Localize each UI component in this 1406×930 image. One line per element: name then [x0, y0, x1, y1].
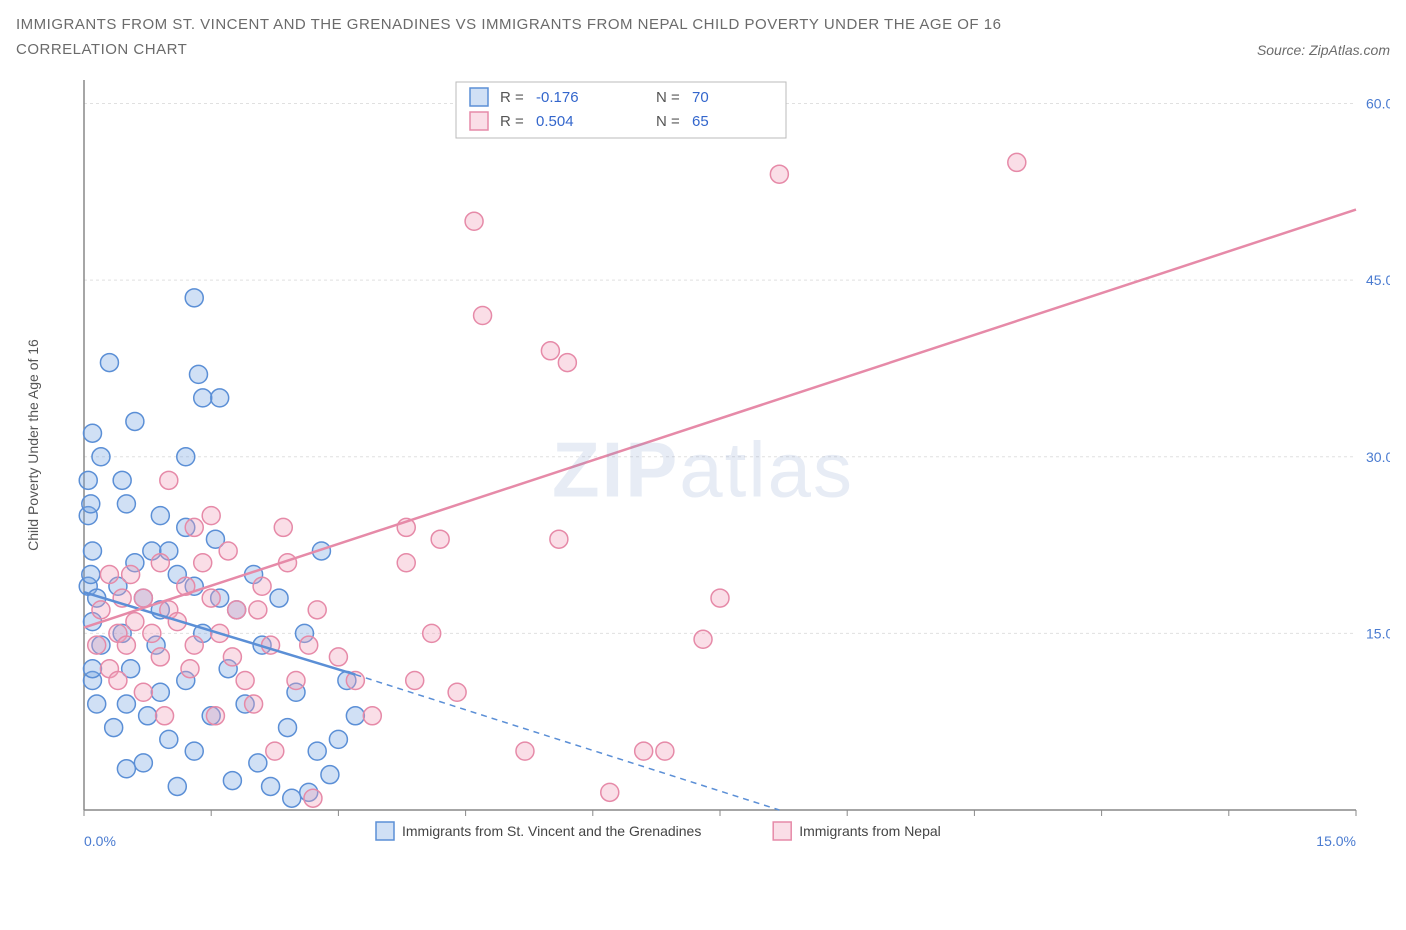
svg-text:15.0%: 15.0% [1316, 833, 1356, 849]
svg-text:15.0%: 15.0% [1366, 625, 1390, 641]
svg-text:Immigrants from St. Vincent an: Immigrants from St. Vincent and the Gren… [402, 823, 701, 839]
svg-text:60.0%: 60.0% [1366, 96, 1390, 112]
svg-text:R =: R = [500, 113, 524, 130]
chart-title: IMMIGRANTS FROM ST. VINCENT AND THE GREN… [16, 16, 1390, 33]
svg-text:30.0%: 30.0% [1366, 449, 1390, 465]
subtitle-row: CORRELATION CHART Source: ZipAtlas.com [16, 41, 1390, 58]
svg-text:Child Poverty Under the Age of: Child Poverty Under the Age of 16 [25, 339, 41, 551]
svg-text:Immigrants from Nepal: Immigrants from Nepal [799, 823, 941, 839]
source-label: Source: ZipAtlas.com [1257, 42, 1390, 58]
svg-text:N =: N = [656, 89, 680, 106]
svg-text:0.0%: 0.0% [84, 833, 116, 849]
svg-text:0.504: 0.504 [536, 113, 574, 130]
svg-text:65: 65 [692, 113, 709, 130]
svg-text:70: 70 [692, 89, 709, 106]
svg-text:45.0%: 45.0% [1366, 272, 1390, 288]
svg-text:-0.176: -0.176 [536, 89, 579, 106]
chart-subtitle: CORRELATION CHART [16, 41, 187, 58]
svg-text:R =: R = [500, 89, 524, 106]
correlation-scatter-chart: 15.0% 30.0% 45.0% 60.0% 0.0% 15.0% Child Pover… [16, 70, 1390, 870]
svg-text:N =: N = [656, 113, 680, 130]
chart-container: 15.0% 30.0% 45.0% 60.0% 0.0% 15.0% Child Pover… [16, 70, 1390, 870]
